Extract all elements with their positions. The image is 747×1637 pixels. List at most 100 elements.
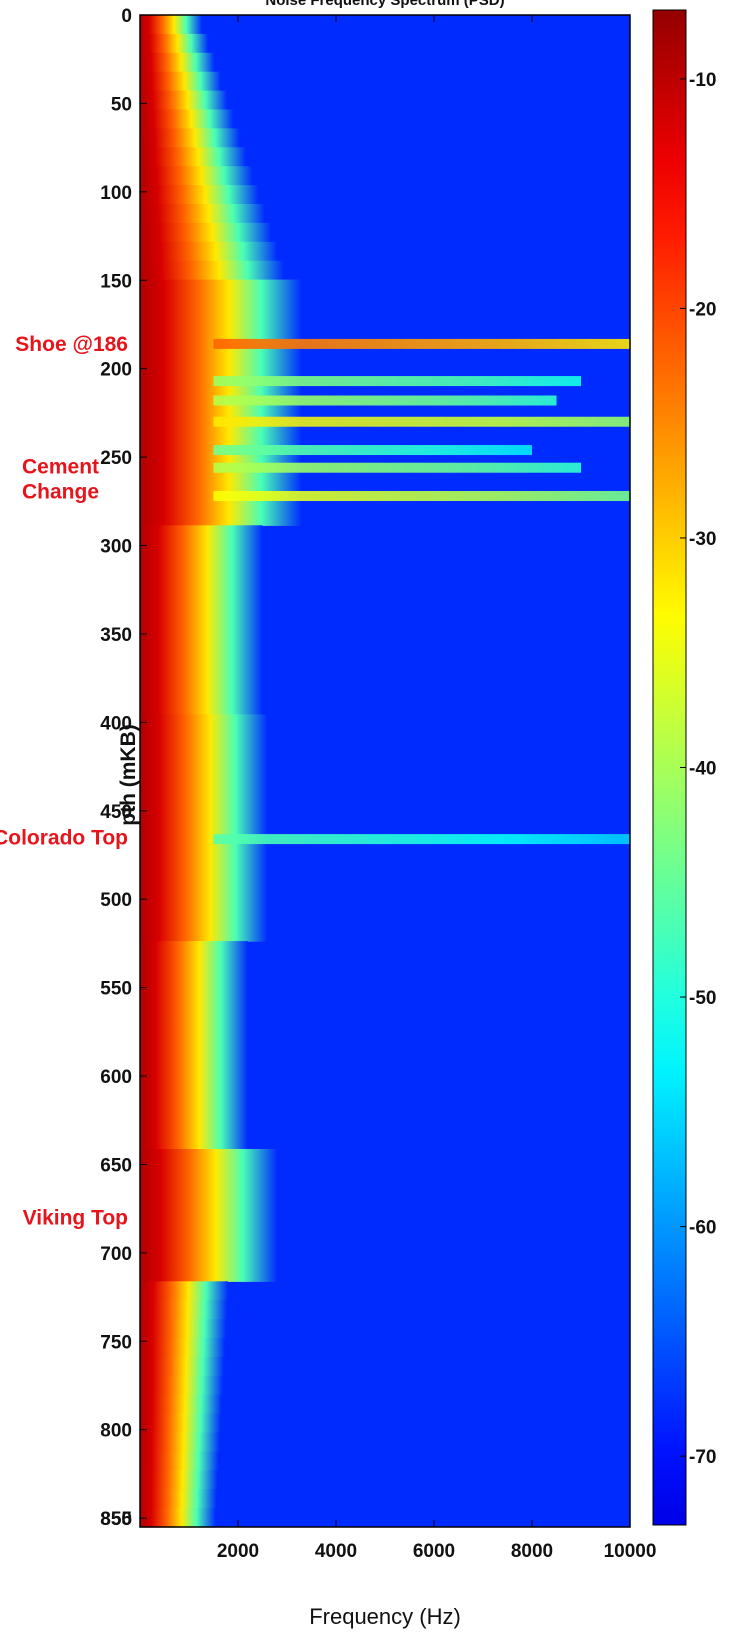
spectrum-row <box>140 1205 278 1226</box>
spectrum-row <box>140 90 228 111</box>
spectrum-row <box>140 544 263 564</box>
spectrum-row <box>140 260 284 281</box>
colorbar-tick-label: -30 <box>689 529 716 550</box>
spectrum-row <box>140 714 268 734</box>
spectrum-row <box>140 808 268 829</box>
spectrum-row <box>140 563 263 583</box>
spectrum-row <box>140 1470 218 1490</box>
spectrum-row <box>140 317 302 337</box>
spectrum-row <box>140 1489 217 1509</box>
spectrum-row <box>140 1300 228 1320</box>
spectrum-row <box>140 1338 225 1358</box>
y-tick-label-end: 855 <box>100 1509 132 1530</box>
spectrum-row <box>140 1451 219 1471</box>
y-tick-label: 800 <box>100 1421 132 1442</box>
y-tick-label: 150 <box>100 271 132 292</box>
spectrum-row <box>140 846 268 867</box>
spectrum-row <box>140 1092 248 1112</box>
y-tick-label: 400 <box>100 713 132 734</box>
spectrum-row <box>140 147 246 167</box>
spectrum-row <box>140 771 268 791</box>
y-axis-label: pth (mKB) <box>117 724 140 825</box>
noise-band <box>213 338 630 349</box>
depth-annotation: Cement Change <box>22 455 99 503</box>
x-tick-label: 4000 <box>315 1541 357 1562</box>
depth-annotation: Shoe @186 <box>15 333 128 356</box>
spectrum-row <box>140 1111 248 1131</box>
y-tick-label: 250 <box>100 448 132 469</box>
spectrum-row <box>140 789 268 810</box>
colorbar-tick-label: -70 <box>689 1447 716 1468</box>
spectrum-row <box>140 903 268 923</box>
y-tick-label: 650 <box>100 1155 132 1176</box>
spectrum-row <box>140 865 268 885</box>
spectrum-row <box>140 1508 216 1528</box>
spectrum-row <box>140 1186 278 1207</box>
spectrum-row <box>140 279 302 300</box>
spectrum-row <box>140 922 268 942</box>
y-tick-label: 550 <box>100 979 132 1000</box>
spectrum-row <box>140 1432 220 1452</box>
spectrum-row <box>140 241 278 262</box>
noise-band <box>213 462 581 473</box>
spectrum-row <box>140 1262 278 1282</box>
noise-band <box>213 445 532 456</box>
spectrum-row <box>140 468 302 489</box>
y-tick-label: 700 <box>100 1244 132 1265</box>
depth-annotation: Viking Top <box>23 1207 128 1230</box>
spectrum-row <box>140 525 263 545</box>
y-tick-label: 300 <box>100 537 132 558</box>
spectrum-row <box>140 71 221 92</box>
spectrum-row <box>140 676 263 696</box>
spectrum-row <box>140 166 253 186</box>
colorbar-tick-label: -60 <box>689 1218 716 1239</box>
spectrum-row <box>140 1394 222 1415</box>
spectrum-row <box>140 1281 229 1301</box>
spectrum-row <box>140 978 248 999</box>
spectrum-row <box>140 960 248 980</box>
spectrum-row <box>140 185 259 205</box>
spectrum-row <box>140 128 240 148</box>
spectrum-row <box>140 1016 248 1037</box>
spectrum-row <box>140 638 263 659</box>
spectrum-row <box>140 600 263 621</box>
colorbar-tick-label: -20 <box>689 299 716 320</box>
y-tick-label: 0 <box>121 6 132 27</box>
spectrum-row <box>140 619 263 640</box>
spectrum-row <box>140 695 263 715</box>
spectrum-row <box>140 657 263 678</box>
spectrum-row <box>140 752 268 772</box>
colorbar-tick-label: -40 <box>689 759 716 780</box>
y-tick-label: 350 <box>100 625 132 646</box>
spectrum-row <box>140 109 234 129</box>
spectrum-row <box>140 298 302 318</box>
spectrum-row <box>140 1167 278 1188</box>
y-tick-label: 50 <box>111 94 132 115</box>
spectrum-row <box>140 884 268 904</box>
noise-band <box>213 395 557 406</box>
x-tick-label: 8000 <box>511 1541 553 1562</box>
spectrum-row <box>140 52 215 73</box>
x-tick-label: 6000 <box>413 1541 455 1562</box>
spectrum-row <box>140 1375 223 1396</box>
x-axis-label: Frequency (Hz) <box>309 1604 461 1629</box>
spectrum-row <box>140 1035 248 1056</box>
y-tick-label: 850 <box>100 1509 132 1530</box>
plot-frame <box>139 14 631 1528</box>
y-tick-label: 600 <box>100 1067 132 1088</box>
spectrum-row <box>140 506 302 526</box>
x-tick-label: 10000 <box>604 1541 657 1562</box>
spectrum-row <box>140 33 209 54</box>
colorbar-tick-label: -50 <box>689 988 716 1009</box>
colorbar-tick-label: -10 <box>689 70 716 91</box>
y-tick-label: 450 <box>100 802 132 823</box>
spectrum-row <box>140 1356 224 1377</box>
spectrum-row <box>140 1149 278 1169</box>
spectrum-row <box>140 997 248 1018</box>
spectrum-row <box>140 1224 278 1245</box>
spectrum-row <box>140 15 202 35</box>
spectrum-row <box>140 355 302 375</box>
chart-title: Noise Frequency Spectrum (PSD) <box>265 0 504 9</box>
